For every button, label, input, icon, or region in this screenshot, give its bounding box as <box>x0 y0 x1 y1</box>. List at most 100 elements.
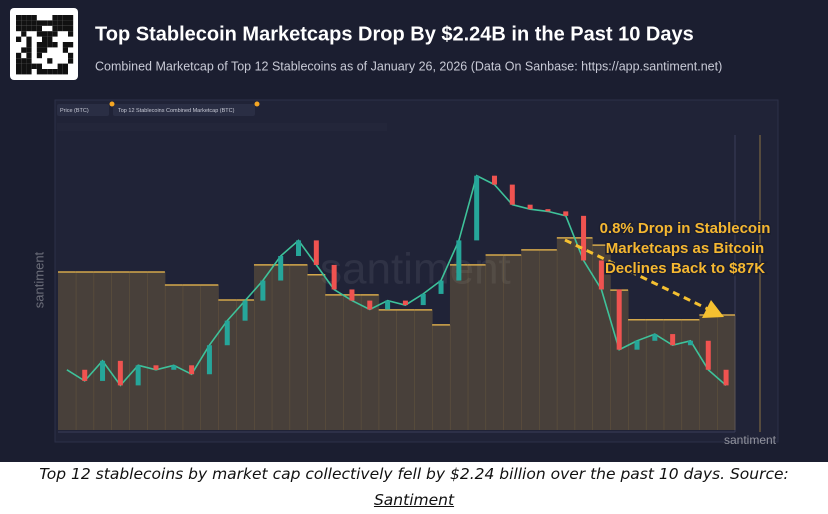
candle <box>563 211 569 216</box>
price-line <box>66 174 727 387</box>
area-step <box>699 315 718 430</box>
qr-cell <box>68 52 74 59</box>
area-step <box>610 290 629 430</box>
area-step <box>645 319 665 430</box>
qr-cell <box>42 31 48 37</box>
area-step <box>271 264 291 430</box>
candle <box>242 300 248 321</box>
qr-cell <box>42 20 48 26</box>
qr-cell <box>57 63 63 69</box>
caption: Top 12 stablecoins by market cap collect… <box>39 465 789 483</box>
candle <box>171 365 177 370</box>
candle <box>82 369 88 381</box>
toolbar <box>57 123 387 131</box>
qr-cell <box>21 31 27 37</box>
candle <box>509 184 515 205</box>
candle <box>705 340 711 370</box>
qr-cell <box>16 25 22 32</box>
area-step <box>628 319 647 430</box>
caption-source[interactable]: Santiment <box>373 491 455 509</box>
qr-cell <box>62 69 68 75</box>
area-step <box>111 272 130 430</box>
area-step <box>325 294 344 430</box>
qr-cell <box>42 36 48 42</box>
candle <box>420 293 426 306</box>
watermark: santiment <box>31 251 46 308</box>
legend-tab <box>113 104 255 116</box>
qr-cell <box>26 36 32 42</box>
candle <box>117 360 123 386</box>
qr-cell <box>36 63 42 69</box>
qr-cell <box>26 42 32 48</box>
chart-panel <box>54 99 779 443</box>
qr-cell <box>42 42 48 48</box>
candle <box>456 240 462 281</box>
qr-cell <box>36 20 42 26</box>
candle <box>189 365 195 375</box>
qr-cell <box>52 31 58 37</box>
qr-cell <box>26 52 32 59</box>
watermark: santiment <box>724 433 777 447</box>
subtitle: Combined Marketcap of Top 12 Stablecoins… <box>95 59 722 73</box>
qr-cell <box>62 20 68 26</box>
qr-cell <box>16 15 22 21</box>
title: Top Stablecoin Marketcaps Drop By $2.24B… <box>95 23 694 45</box>
qr-cell <box>16 36 22 42</box>
area-step <box>289 264 308 430</box>
qr-cell <box>36 31 42 37</box>
qr-cell <box>21 25 27 32</box>
qr-cell <box>52 20 58 26</box>
area-step <box>574 237 593 430</box>
area-step <box>164 285 184 430</box>
qr-cell <box>68 58 74 64</box>
candle <box>367 300 373 310</box>
legend-entry: Top 12 Stablecoins Combined Marketcap (B… <box>118 108 235 114</box>
area-step <box>147 272 166 430</box>
qr-cell <box>36 25 42 32</box>
qr-cell <box>21 47 27 53</box>
qr-cell <box>47 20 53 26</box>
annotation: 0.8% Drop in Stablecoin Marketcaps as Bi… <box>598 218 772 278</box>
caption-source-line: Santiment <box>0 491 828 509</box>
qr-cell <box>57 25 63 32</box>
candle <box>634 340 640 350</box>
legend-dot <box>109 101 115 107</box>
qr-cell <box>16 63 22 69</box>
qr-cell <box>47 36 53 42</box>
qr-cell <box>21 15 27 21</box>
candle <box>135 365 141 386</box>
candle <box>385 300 391 310</box>
arrow <box>564 238 713 313</box>
legend-tab <box>57 104 109 116</box>
area-step <box>414 309 433 430</box>
candle <box>474 175 480 241</box>
qr-cell <box>62 63 68 69</box>
area-step <box>253 264 273 430</box>
qr-cell <box>68 25 74 32</box>
qr-cell <box>21 58 27 64</box>
candle <box>349 289 355 301</box>
area-step <box>182 285 202 430</box>
qr-cell <box>57 69 63 75</box>
legend-entry: Price (BTC) <box>60 108 89 114</box>
candle <box>100 360 106 381</box>
candle <box>545 209 551 212</box>
qr-cell <box>47 42 53 48</box>
plot <box>58 174 736 430</box>
qr-cell <box>26 58 32 64</box>
annotation-line: Declines Back to $87K <box>605 260 765 277</box>
candle <box>402 300 408 306</box>
qr-cell <box>62 42 68 48</box>
annotation-line: Marketcaps as Bitcoin <box>606 240 764 257</box>
qr-cell <box>16 52 22 59</box>
qr-cell <box>42 69 48 75</box>
area-step <box>396 309 415 430</box>
candle <box>438 280 444 294</box>
area-step <box>58 272 77 430</box>
area-step <box>129 272 148 430</box>
area-step <box>539 249 558 430</box>
qr-cell <box>52 42 58 48</box>
qr-cell <box>31 15 37 21</box>
qr-cell <box>16 20 22 26</box>
